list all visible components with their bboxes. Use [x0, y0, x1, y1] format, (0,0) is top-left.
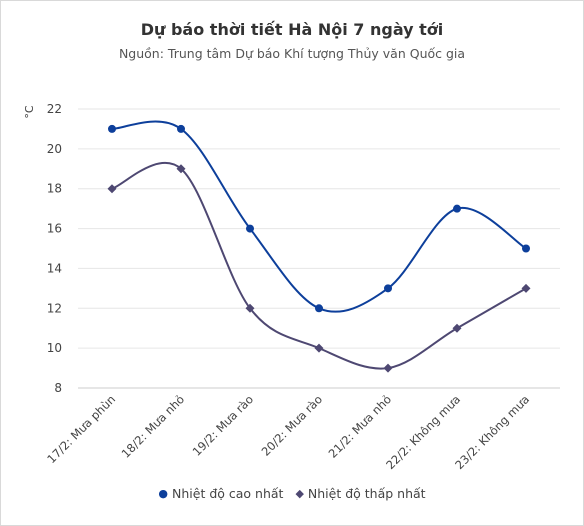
y-axis-ticks: 8 10 12 14 16 18 20 22	[47, 102, 62, 395]
x-tick-label: 18/2: Mưa nhỏ	[119, 392, 188, 461]
legend: ● Nhiệt độ cao nhất ◆ Nhiệt độ thấp nhất	[0, 486, 584, 501]
series-line-0	[111, 120, 527, 313]
data-point	[107, 184, 117, 194]
x-tick-label: 23/2: Không mưa	[452, 392, 532, 472]
x-axis-ticks: 17/2: Mưa phùn 18/2: Mưa nhỏ 19/2: Mưa rào…	[44, 392, 532, 472]
data-point	[453, 204, 461, 213]
data-point	[452, 323, 462, 333]
y-axis-label: °C	[23, 105, 36, 119]
legend-item-high[interactable]: ● Nhiệt độ cao nhất	[158, 486, 283, 501]
data-point	[246, 224, 254, 233]
series-line-1	[111, 161, 527, 370]
y-tick-label: 18	[47, 182, 62, 196]
y-tick-label: 20	[47, 142, 62, 156]
y-tick-label: 10	[47, 341, 62, 355]
data-point	[383, 363, 393, 373]
y-tick-label: 16	[47, 222, 62, 236]
x-tick-label: 20/2: Mưa rào	[259, 392, 326, 459]
x-tick-label: 21/2: Mưa nhỏ	[326, 392, 395, 461]
series-lines	[107, 120, 531, 373]
data-point	[384, 284, 392, 293]
x-tick-label: 19/2: Mưa rào	[190, 392, 257, 459]
y-tick-label: 14	[47, 261, 62, 275]
data-point	[177, 124, 185, 133]
legend-marker-low: ◆	[295, 487, 304, 500]
chart-subtitle: Nguồn: Trung tâm Dự báo Khí tượng Thủy v…	[118, 46, 466, 61]
legend-marker-high: ●	[158, 487, 169, 500]
data-point	[108, 124, 116, 133]
x-tick-label: 17/2: Mưa phùn	[44, 392, 118, 466]
data-point	[314, 343, 324, 353]
x-tick-label: 22/2: Không mưa	[383, 392, 463, 472]
y-tick-label: 8	[54, 381, 62, 395]
data-point	[521, 283, 531, 293]
y-tick-label: 22	[47, 102, 62, 116]
chart-title: Dự báo thời tiết Hà Nội 7 ngày tới	[140, 20, 444, 39]
legend-item-low[interactable]: ◆ Nhiệt độ thấp nhất	[295, 486, 425, 501]
data-point	[245, 303, 255, 313]
data-point	[522, 244, 530, 253]
y-tick-label: 12	[47, 301, 62, 315]
data-point	[315, 304, 323, 313]
legend-label-high: Nhiệt độ cao nhất	[172, 486, 284, 501]
legend-label-low: Nhiệt độ thấp nhất	[307, 486, 426, 501]
data-point	[176, 164, 186, 174]
